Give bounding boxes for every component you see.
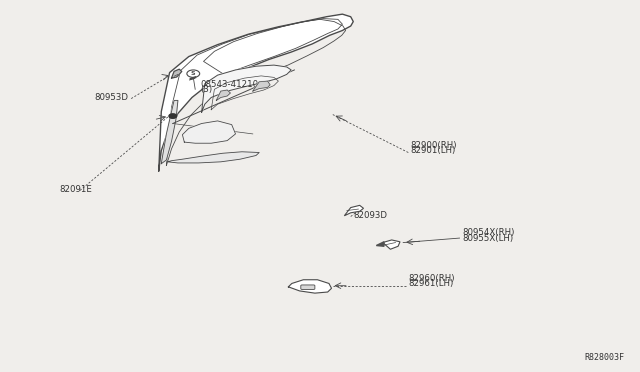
Polygon shape — [253, 81, 270, 91]
Text: 08543-41210: 08543-41210 — [200, 80, 259, 89]
Text: 82901(LH): 82901(LH) — [410, 147, 456, 155]
Text: (3): (3) — [200, 85, 212, 94]
Polygon shape — [288, 280, 332, 293]
Text: 80954X(RH): 80954X(RH) — [462, 228, 515, 237]
Text: 82900(RH): 82900(RH) — [410, 141, 457, 150]
Polygon shape — [172, 69, 182, 78]
Text: 80953D: 80953D — [94, 93, 128, 102]
Text: 82093D: 82093D — [353, 211, 387, 220]
Circle shape — [187, 70, 200, 77]
Polygon shape — [168, 152, 259, 163]
Text: 80955X(LH): 80955X(LH) — [462, 234, 513, 243]
Polygon shape — [344, 205, 364, 216]
Text: R828003F: R828003F — [584, 353, 624, 362]
Polygon shape — [159, 14, 353, 171]
Circle shape — [169, 114, 177, 118]
Polygon shape — [182, 121, 236, 143]
Text: 82091E: 82091E — [59, 185, 92, 194]
Text: 82961(LH): 82961(LH) — [408, 279, 454, 288]
FancyBboxPatch shape — [301, 285, 315, 289]
Text: 82960(RH): 82960(RH) — [408, 274, 455, 283]
Text: S: S — [191, 71, 196, 76]
Polygon shape — [161, 100, 178, 164]
Polygon shape — [202, 65, 291, 112]
Polygon shape — [383, 240, 400, 249]
Polygon shape — [216, 90, 230, 100]
Polygon shape — [376, 242, 384, 246]
